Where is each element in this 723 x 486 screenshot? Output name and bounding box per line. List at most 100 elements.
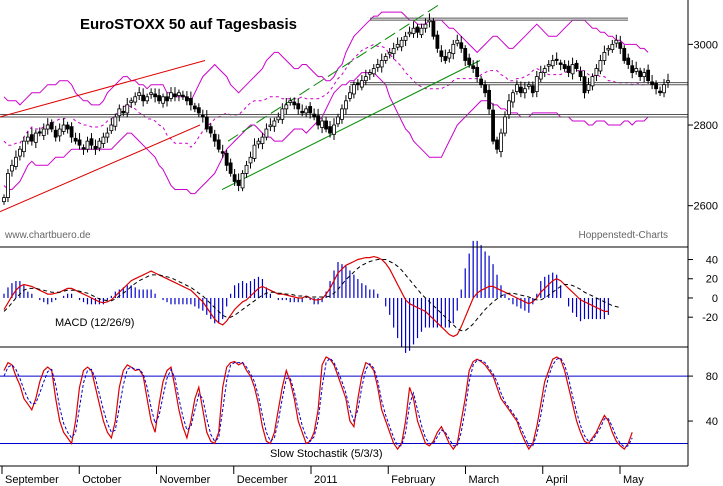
candle-body	[344, 100, 348, 110]
candle-body	[459, 42, 464, 49]
candle-body	[355, 83, 360, 86]
candle-body	[578, 70, 583, 78]
candle-body	[395, 43, 400, 48]
candle-body	[161, 96, 165, 104]
candle-body	[503, 116, 507, 134]
stochastic-lines	[0, 356, 688, 451]
panel-frames	[0, 0, 689, 467]
candle-body	[184, 96, 189, 102]
candle-body	[630, 65, 635, 73]
price-y-tick-label: 2600	[694, 201, 718, 213]
candle-body	[37, 131, 42, 134]
candle-body	[586, 84, 591, 91]
trendline-red-lower	[0, 124, 201, 213]
candle-body	[316, 115, 321, 126]
candle-body	[638, 70, 643, 78]
candle-body	[558, 62, 563, 65]
candle-body	[97, 140, 102, 149]
candle-body	[216, 139, 221, 150]
candle-body	[439, 50, 444, 57]
candle-body	[177, 92, 181, 96]
candle-body	[188, 98, 193, 106]
candle-body	[272, 120, 277, 127]
candle-body	[471, 65, 476, 69]
candle-body	[435, 34, 440, 49]
price-panel: EuroSTOXX 50 auf Tagesbasis www.chartbue…	[0, 3, 688, 241]
x-axis-label: May	[623, 474, 644, 486]
candle-body	[570, 64, 575, 75]
candle-body	[25, 136, 30, 142]
candle-body	[626, 57, 631, 65]
candle-body	[515, 84, 519, 92]
candle-body	[574, 62, 579, 69]
candle-body	[212, 133, 217, 142]
stochastic-y-tick-label: 80	[706, 371, 718, 383]
candle-body	[129, 100, 134, 103]
candle-body	[602, 52, 607, 61]
candle-body	[419, 27, 424, 36]
candle-body	[57, 128, 62, 137]
bollinger-lower-band	[3, 72, 657, 195]
trendline-green-lower	[221, 60, 481, 190]
candle-body	[530, 85, 535, 94]
price-y-tick-label: 3000	[694, 39, 718, 51]
candle-body	[634, 68, 639, 72]
watermark-left: www.chartbuero.de	[4, 230, 91, 241]
x-axis-label: April	[546, 474, 568, 486]
candle-body	[483, 84, 488, 94]
candle-body	[407, 31, 412, 35]
candle-body	[487, 89, 491, 110]
candle-body	[240, 173, 245, 189]
candle-body	[200, 114, 205, 118]
x-axis-label: February	[391, 474, 436, 486]
candle-body	[260, 136, 265, 144]
stochastic-y-tick-label: 40	[706, 416, 718, 428]
candle-body	[288, 100, 293, 103]
stochastic-panel: Slow Stochastik (5/3/3)	[0, 356, 688, 460]
candle-body	[137, 92, 142, 96]
candle-body	[248, 156, 253, 164]
candle-body	[308, 106, 313, 114]
candle-body	[340, 108, 344, 120]
candle-body	[228, 162, 233, 174]
candle-body	[121, 110, 126, 114]
candle-body	[650, 81, 654, 86]
candle-body	[455, 39, 460, 44]
stochastic-k-line	[3, 356, 633, 451]
candle-body	[666, 80, 670, 83]
candle-body	[145, 96, 150, 102]
candle-body	[431, 20, 436, 37]
candle-body	[399, 39, 404, 48]
candle-body	[642, 72, 647, 78]
candle-body	[610, 43, 615, 51]
candle-body	[21, 140, 26, 153]
candle-body	[371, 68, 376, 75]
candle-body	[324, 120, 328, 130]
candle-body	[117, 108, 122, 117]
candle-body	[2, 197, 6, 203]
candle-body	[10, 164, 14, 172]
candle-body	[542, 68, 547, 73]
candle-body	[276, 116, 281, 121]
x-axis-label: March	[469, 474, 500, 486]
candle-body	[101, 136, 106, 144]
candle-body	[359, 80, 364, 88]
candle-body	[41, 128, 46, 136]
candle-body	[662, 84, 666, 94]
candle-body	[447, 52, 452, 59]
candle-body	[499, 132, 503, 153]
candle-body	[109, 124, 114, 132]
candle-body	[320, 120, 324, 128]
candle-body	[244, 164, 249, 174]
candle-body	[566, 65, 571, 73]
candle-body	[590, 76, 595, 87]
candle-body	[546, 64, 551, 67]
candle-body	[534, 76, 539, 92]
candle-body	[463, 47, 468, 61]
candle-body	[284, 104, 289, 110]
candle-body	[582, 76, 587, 94]
macd-y-tick-label: -20	[702, 312, 718, 324]
candle-body	[69, 126, 74, 138]
candle-body	[300, 110, 305, 114]
candle-body	[33, 132, 38, 143]
